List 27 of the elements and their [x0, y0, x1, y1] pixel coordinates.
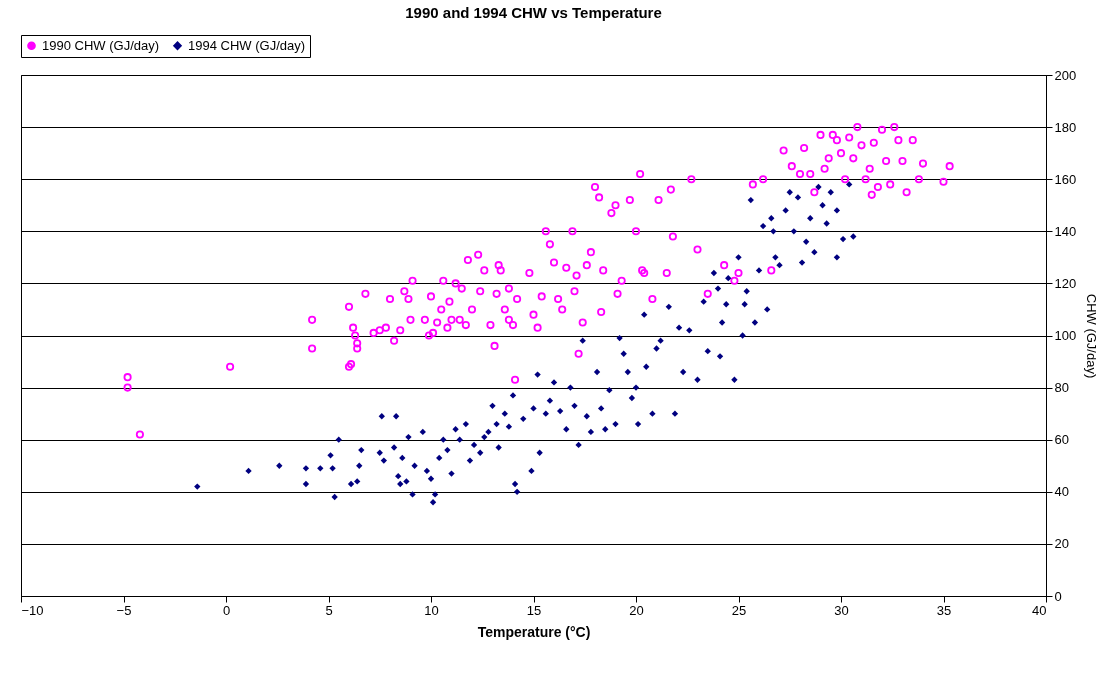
y-tick-label: 100	[1054, 328, 1077, 343]
x-tick-label: 5	[325, 602, 333, 618]
y-tick-label: 120	[1054, 275, 1077, 291]
y-tick-label: 140	[1054, 223, 1077, 239]
y-tick-label: 200	[1054, 67, 1077, 83]
x-tick-label: −10	[21, 602, 44, 618]
x-tick-label: 10	[424, 602, 439, 618]
y-tick-label: 80	[1054, 380, 1069, 396]
legend-label: 1994 CHW (GJ/day)	[188, 37, 306, 53]
y-tick-label: 60	[1054, 432, 1069, 448]
x-tick-label: 30	[834, 602, 849, 618]
x-tick-label: 0	[222, 602, 231, 618]
x-tick-label: 15	[526, 602, 542, 618]
x-tick-label: 35	[936, 602, 952, 618]
y-tick-label: 20	[1054, 536, 1069, 552]
chart-title: 1990 and 1994 CHW vs Temperature	[405, 3, 662, 21]
y-tick-label: 40	[1054, 484, 1069, 500]
x-tick-label: −5	[116, 602, 132, 618]
x-tick-label: 20	[629, 602, 644, 618]
x-axis-title: Temperature (°C)	[477, 623, 591, 640]
y-tick-label: 0	[1054, 588, 1062, 604]
x-tick-label: 40	[1032, 602, 1047, 618]
y-tick-label: 160	[1054, 171, 1077, 187]
legend-label: 1990 CHW (GJ/day)	[42, 37, 160, 53]
y-tick-label: 180	[1054, 119, 1077, 135]
y-axis-title: CHW (GJ/day)	[1084, 293, 1100, 379]
x-tick-label: 25	[731, 602, 747, 618]
